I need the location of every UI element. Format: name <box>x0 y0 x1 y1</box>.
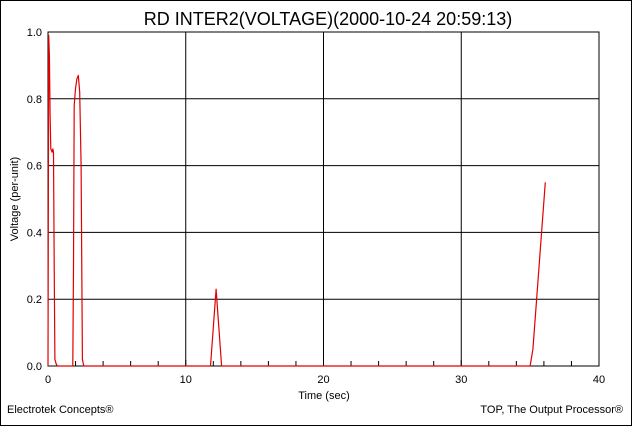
x-axis-label: Time (sec) <box>298 390 350 402</box>
footer-left-credit: Electrotek Concepts® <box>7 404 114 416</box>
y-tick-label: 0.8 <box>27 94 42 106</box>
minor-ticks <box>47 360 600 366</box>
x-tick-label: 0 <box>45 374 51 386</box>
y-tick-label: 0.4 <box>27 227 42 239</box>
y-tick-label: 0.2 <box>27 294 42 306</box>
chart-title: RD INTER2(VOLTAGE)(2000-10-24 20:59:13) <box>144 9 512 29</box>
y-tick-label: 1.0 <box>27 27 42 39</box>
x-tick-label: 30 <box>455 374 467 386</box>
x-tick-label: 40 <box>593 374 605 386</box>
y-tick-labels: 0.0 0.2 0.4 0.6 0.8 1.0 <box>27 27 42 373</box>
x-tick-label: 20 <box>317 374 329 386</box>
x-tick-label: 10 <box>180 374 192 386</box>
grid <box>48 32 599 366</box>
y-tick-label: 0.6 <box>27 161 42 173</box>
x-tick-labels: 0 10 20 30 40 <box>45 374 605 386</box>
series-layer <box>47 34 546 367</box>
footer-right-credit: TOP, The Output Processor® <box>480 404 623 416</box>
y-axis-label: Voltage (per-unit) <box>9 157 21 241</box>
voltage-series-line <box>47 34 546 367</box>
y-tick-label: 0.0 <box>27 361 42 373</box>
